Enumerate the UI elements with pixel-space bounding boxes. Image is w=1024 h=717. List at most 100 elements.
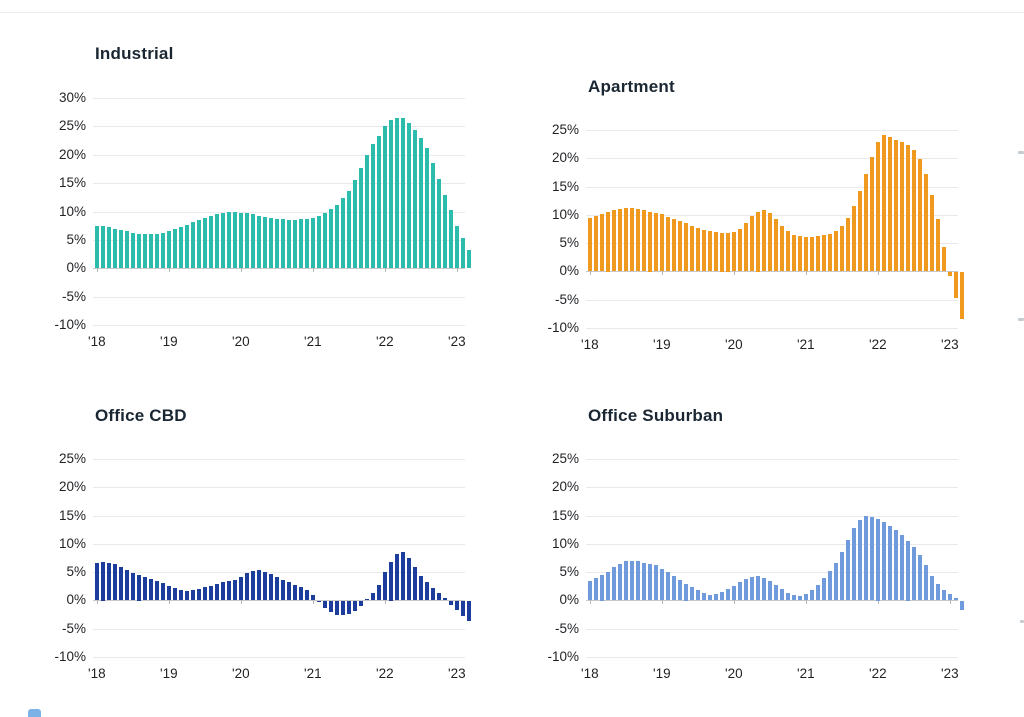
bar <box>930 195 934 272</box>
bar <box>407 123 411 269</box>
bar <box>323 212 327 269</box>
bar <box>161 232 165 269</box>
x-axis-label: '19 <box>653 666 671 681</box>
x-axis-label: '20 <box>725 337 743 352</box>
bar <box>612 209 616 272</box>
bar <box>870 156 874 272</box>
bar <box>413 130 417 269</box>
bar <box>113 228 117 269</box>
bar <box>203 217 207 269</box>
bar <box>690 586 694 601</box>
bar <box>131 232 135 269</box>
bar <box>804 236 808 272</box>
y-axis-label: -5% <box>61 620 86 636</box>
gridline <box>93 325 465 326</box>
y-axis-label: 20% <box>551 150 579 166</box>
bar <box>720 591 724 601</box>
chart-title-industrial: Industrial <box>95 44 174 63</box>
bar <box>942 246 946 272</box>
bar <box>413 566 417 601</box>
x-axis-label: '21 <box>304 334 322 349</box>
year-tick-mark <box>877 600 879 605</box>
gridline <box>93 515 465 517</box>
year-tick-mark <box>661 600 663 605</box>
y-axis-label: 5% <box>559 235 579 251</box>
gridline <box>93 459 465 460</box>
bar <box>882 522 886 601</box>
chart-title-office-suburban: Office Suburban <box>588 406 724 425</box>
bar <box>726 589 730 601</box>
bar <box>467 250 471 269</box>
x-axis-label: '19 <box>160 666 178 681</box>
y-axis-label: 5% <box>66 564 86 580</box>
bar <box>251 214 255 269</box>
bar <box>756 211 760 272</box>
bar <box>215 213 219 269</box>
chart-title-office-cbd: Office CBD <box>95 406 187 425</box>
x-axis-label: '21 <box>797 337 815 352</box>
zero-axis-line <box>93 600 465 602</box>
year-tick-mark <box>96 600 98 605</box>
y-axis-label: -5% <box>554 291 579 307</box>
bar <box>696 227 700 272</box>
year-tick-mark <box>384 600 386 605</box>
y-axis-label: 5% <box>559 564 579 580</box>
y-axis-label: -10% <box>54 317 86 332</box>
bar <box>263 571 267 601</box>
bar <box>792 595 796 601</box>
bar <box>173 229 177 269</box>
bar <box>672 575 676 601</box>
bar <box>858 191 862 272</box>
bar <box>347 601 351 614</box>
bar <box>690 225 694 272</box>
gridline <box>93 154 465 156</box>
gridline <box>586 243 958 245</box>
gridline <box>93 239 465 241</box>
bar <box>275 218 279 269</box>
bar <box>906 540 910 601</box>
bar <box>876 519 880 601</box>
gridline <box>93 657 465 658</box>
gridline <box>586 299 958 301</box>
bar <box>245 213 249 269</box>
bar <box>732 231 736 272</box>
bar <box>756 576 760 601</box>
x-axis-label: '19 <box>160 334 178 349</box>
edge-artifact <box>1018 318 1024 321</box>
bar <box>161 582 165 601</box>
bar <box>726 233 730 272</box>
bar <box>209 215 213 269</box>
year-tick-mark <box>661 271 663 276</box>
bar <box>624 561 628 601</box>
bar <box>948 272 952 276</box>
bar <box>221 212 225 269</box>
bar <box>894 139 898 272</box>
x-axis-label: '23 <box>448 334 466 349</box>
y-axis-label: 15% <box>551 178 579 194</box>
bar <box>257 569 261 601</box>
year-tick-mark <box>805 271 807 276</box>
bar <box>642 210 646 272</box>
bar <box>203 587 207 601</box>
bar <box>738 229 742 272</box>
bar <box>840 552 844 601</box>
bar <box>684 583 688 601</box>
bar <box>251 571 255 601</box>
year-tick-mark <box>168 600 170 605</box>
bar <box>119 567 123 601</box>
year-tick-mark <box>96 268 98 273</box>
bar <box>269 217 273 269</box>
bar <box>624 208 628 272</box>
bar <box>948 593 952 601</box>
y-axis-label: 10% <box>551 535 579 551</box>
x-axis-label: '19 <box>653 337 671 352</box>
edge-artifact <box>1020 620 1024 623</box>
bar <box>810 236 814 272</box>
bar <box>293 220 297 269</box>
y-axis-label: 15% <box>58 175 86 191</box>
y-axis-label: -5% <box>61 288 86 304</box>
bar <box>864 173 868 272</box>
zero-axis-line <box>586 600 958 602</box>
bar <box>600 575 604 601</box>
bar <box>449 210 453 269</box>
